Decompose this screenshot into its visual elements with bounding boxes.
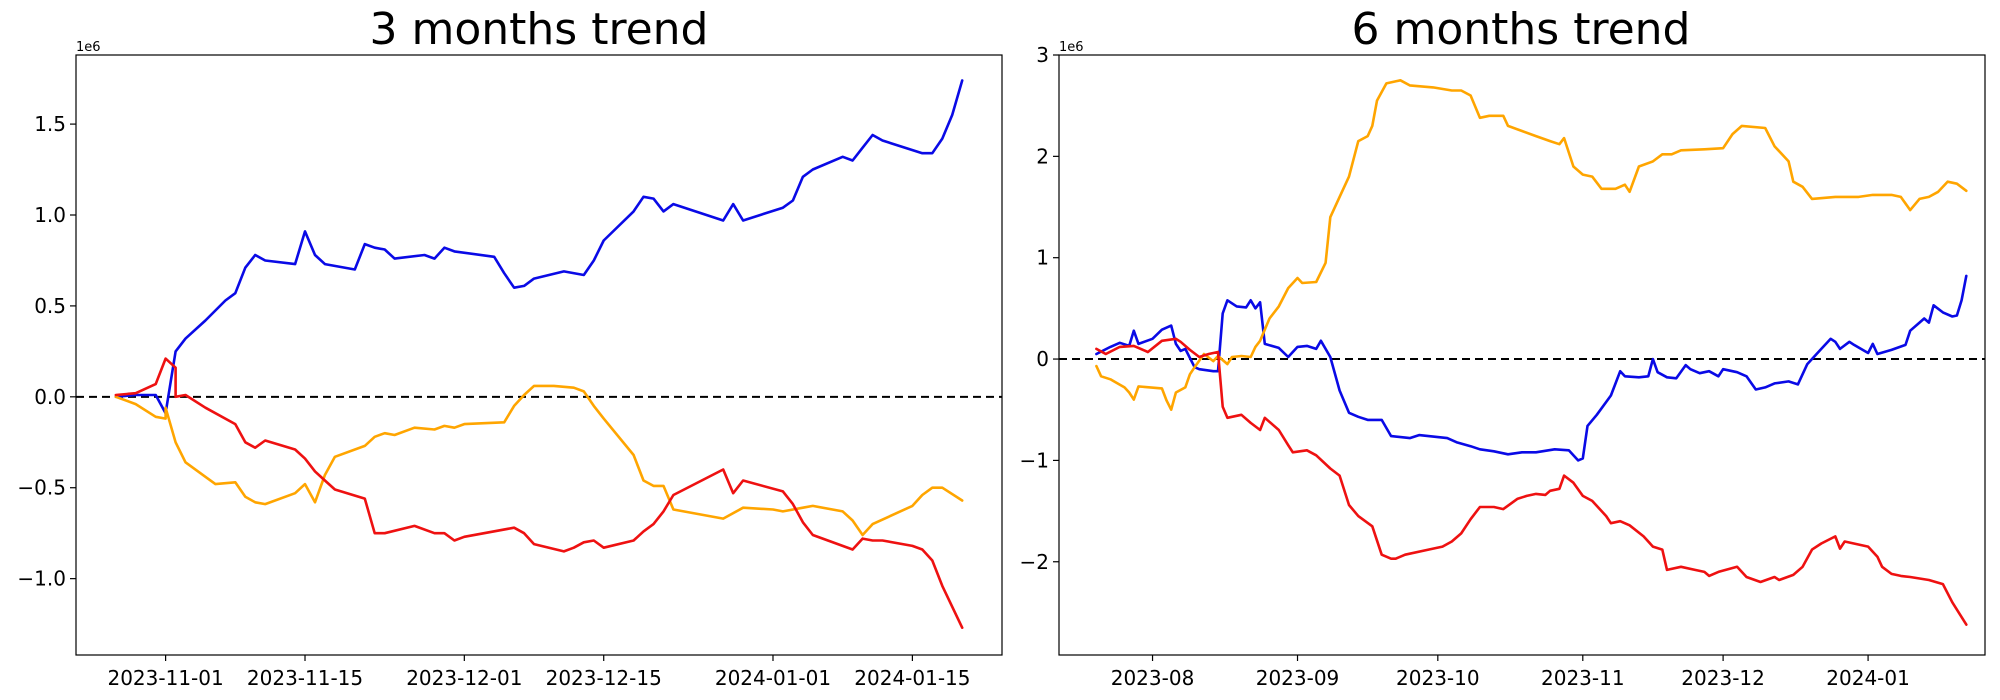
chart-title: 3 months trend bbox=[370, 4, 709, 55]
chart-title: 6 months trend bbox=[1352, 4, 1691, 55]
series-line-orange bbox=[114, 384, 964, 537]
plot-area: 2023-08 2023-09 2023-10 2023-11 2023-12 2024-… bbox=[1020, 43, 1985, 690]
chart-6-months-trend: 6 months trend 1e6 2023-08 2023-09 2023-10… bbox=[1020, 4, 1986, 690]
series-line-blue bbox=[1095, 274, 1968, 462]
y-tick-label: −1 bbox=[1020, 448, 1049, 472]
x-tick-label: 2024-01 bbox=[1826, 666, 1910, 690]
y-tick-label: 3 bbox=[1036, 43, 1049, 67]
chart-3-months-trend: 3 months trend 1e6 2023-11-01 2023-11-15 2… bbox=[17, 4, 1003, 690]
x-tick-label: 2024-01-01 bbox=[715, 666, 831, 690]
y-tick-label: 1.0 bbox=[34, 203, 66, 227]
x-tick-label: 2023-11 bbox=[1541, 666, 1625, 690]
x-tick-label: 2023-12-01 bbox=[406, 666, 522, 690]
y-tick-label: 1 bbox=[1036, 246, 1049, 270]
y-tick-label: 2 bbox=[1036, 144, 1049, 168]
x-tick-label: 2023-08 bbox=[1111, 666, 1195, 690]
x-tick-label: 2023-12-15 bbox=[546, 666, 662, 690]
y-tick-label: −1.0 bbox=[17, 567, 66, 591]
y-tick-label: −0.5 bbox=[17, 476, 66, 500]
x-tick-label: 2023-11-15 bbox=[247, 666, 363, 690]
x-tick-label: 2024-01-15 bbox=[854, 666, 970, 690]
series-line-orange bbox=[1095, 79, 1968, 412]
series-line-red bbox=[1095, 337, 1968, 626]
x-tick-label: 2023-10 bbox=[1396, 666, 1480, 690]
x-tick-label: 2023-11-01 bbox=[107, 666, 223, 690]
y-tick-label: 0.0 bbox=[34, 385, 66, 409]
plot-area: 2023-11-01 2023-11-15 2023-12-01 2023-12-15… bbox=[17, 79, 1002, 690]
y-tick-label: 0.5 bbox=[34, 294, 66, 318]
y-offset-label: 1e6 bbox=[76, 40, 101, 55]
axes-frame bbox=[75, 54, 1003, 656]
x-tick-label: 2023-09 bbox=[1256, 666, 1340, 690]
series-line-blue bbox=[114, 79, 964, 415]
y-tick-label: −2 bbox=[1020, 550, 1049, 574]
y-offset-label: 1e6 bbox=[1059, 40, 1084, 55]
axes-frame bbox=[1058, 54, 1986, 656]
x-tick-label: 2023-12 bbox=[1681, 666, 1765, 690]
y-tick-label: 0 bbox=[1036, 347, 1049, 371]
series-line-red bbox=[114, 357, 964, 630]
y-tick-label: 1.5 bbox=[34, 112, 66, 136]
